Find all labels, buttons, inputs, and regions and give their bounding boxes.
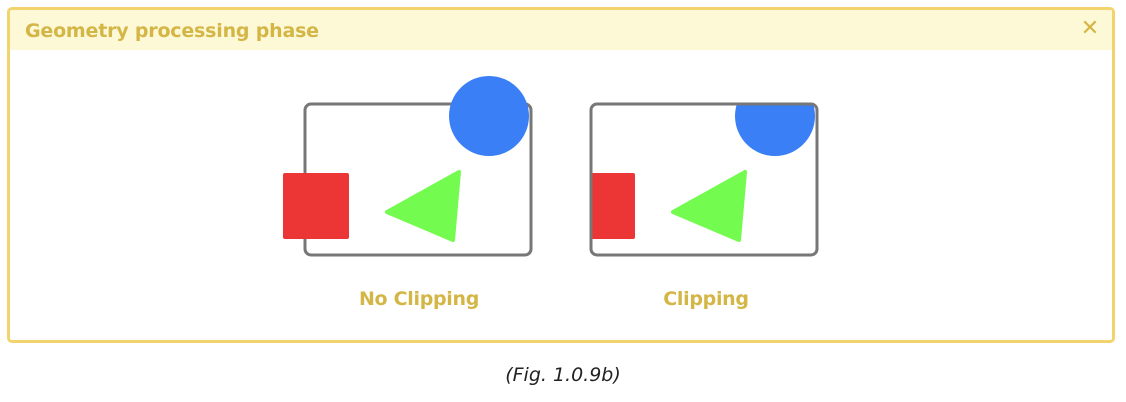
geometry-processing-panel: Geometry processing phase ✕ No Clipping …: [7, 7, 1115, 343]
clipping-diagram: No Clipping Clipping: [283, 76, 819, 310]
close-icon[interactable]: ✕: [1080, 16, 1100, 41]
no-clipping-scene: No Clipping: [283, 76, 533, 310]
panel-header: Geometry processing phase ✕: [10, 10, 1112, 50]
clipping-label: Clipping: [663, 288, 748, 310]
viewport-frame: [589, 102, 819, 257]
blue-circle-clipped: [735, 104, 815, 156]
red-square-clipped: [591, 173, 635, 239]
panel-title: Geometry processing phase: [25, 20, 319, 42]
clipping-scene: Clipping: [589, 102, 819, 310]
red-square: [283, 173, 349, 239]
green-triangle: [385, 170, 461, 242]
figure-caption: (Fig. 1.0.9b): [505, 364, 621, 386]
blue-circle: [449, 76, 529, 156]
green-triangle: [671, 170, 747, 242]
no-clipping-label: No Clipping: [359, 288, 479, 310]
